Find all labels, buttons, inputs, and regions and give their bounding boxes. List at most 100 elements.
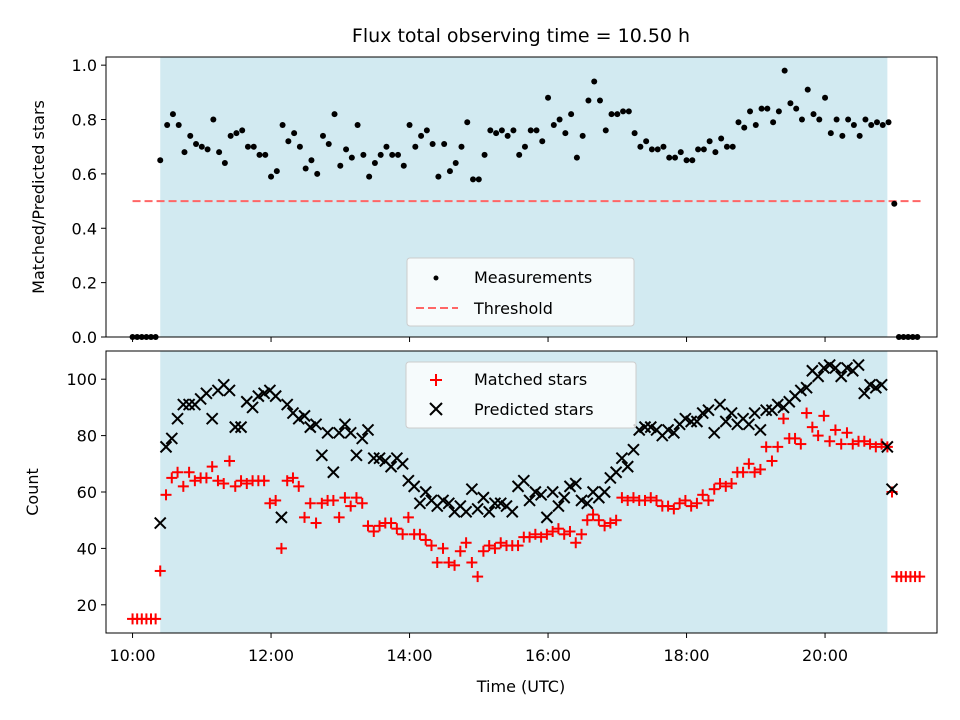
matched-star-point [801,407,813,419]
predicted-star-point [690,415,704,428]
predicted-star-point [834,370,848,383]
measurement-point [273,168,280,175]
matched-star-point [368,525,380,537]
matched-star-point [483,540,495,552]
predicted-star-point [384,460,398,473]
measurement-point [798,116,805,123]
matched-star-point [760,441,772,453]
measurement-point [810,111,817,118]
predicted-star-point [367,451,380,465]
predicted-star-point [361,423,375,437]
measurement-point [718,135,725,142]
predicted-stars-points [154,358,899,530]
measurement-point [545,94,552,101]
matched-star-point [535,531,547,543]
matched-star-point [218,478,230,490]
matched-star-point [737,466,749,478]
predicted-star-point [754,423,767,437]
measurement-point [723,143,730,150]
predicted-star-point [742,418,756,431]
matched-star-point [229,480,241,492]
measurement-point [360,151,367,158]
measurement-point [787,100,794,107]
matched-star-point [166,472,178,484]
matched-star-point [293,480,305,492]
matched-star-point [806,421,818,433]
measurement-point [204,146,211,153]
predicted-star-point [881,440,894,454]
measurement-point [193,140,200,147]
measurement-point [412,143,419,150]
matched-star-point [460,537,472,549]
matched-star-point [564,525,576,537]
predicted-star-point [540,511,554,524]
matched-star-point [350,492,362,504]
measurement-point [689,157,696,164]
matched-star-point [581,514,593,526]
measurement-point [533,127,540,134]
predicted-star-point [506,505,519,518]
matched-star-point [587,509,599,521]
measurement-point [383,143,390,150]
predicted-star-point [875,378,888,392]
predicted-star-point [442,497,455,510]
measurement-point [395,151,402,158]
matched-star-point [570,537,582,549]
chart-title: Flux total observing time = 10.50 h [352,25,690,47]
matched-star-point [627,492,639,504]
predicted-star-point [165,432,178,445]
measurement-point [354,121,361,128]
matched-star-point [431,557,443,568]
matched-star-point [639,494,651,506]
matched-star-point [668,503,680,515]
measurement-point [827,130,834,137]
matched-star-point [160,489,172,501]
predicted-star-point [356,432,369,445]
predicted-star-point [829,361,842,375]
predicted-star-point [413,497,427,510]
measurement-point [550,121,557,128]
matched-star-point [489,542,501,554]
measurement-point [516,151,523,158]
bottom-legend-box [405,361,637,429]
measurement-point [568,111,575,118]
matched-star-point [702,494,714,506]
measurement-point [452,160,459,167]
matched-star-point [541,528,553,540]
measurement-point [643,138,650,145]
matched-star-point [477,545,489,557]
matched-star-point [610,514,622,526]
matched-star-point [512,540,524,552]
predicted-star-point [858,387,871,400]
measurement-point [337,162,344,169]
matched-star-point [454,545,466,557]
measurement-point [816,116,823,123]
matched-star-point [177,480,189,492]
legend-predicted-marker [429,402,443,416]
matched-star-point [552,523,564,535]
top-legend-box [406,257,635,327]
legend-predicted-label: Predicted stars [474,400,594,419]
matched-star-point [812,430,824,442]
measurement-point [775,108,782,115]
predicted-star-point [684,415,698,428]
predicted-star-point [315,449,329,462]
measurement-point [562,130,569,137]
matched-star-point [576,528,588,540]
matched-star-point [818,410,830,422]
predicted-star-point [667,426,681,439]
predicted-star-point [638,420,652,434]
predicted-star-point [246,401,259,414]
measurement-point [891,200,898,207]
matched-star-point [281,475,293,487]
matched-star-point [622,494,634,506]
measurement-point [735,119,742,126]
predicted-star-point [338,418,352,431]
matched-star-point [772,441,784,453]
predicted-star-point [546,485,559,499]
measurement-point [446,168,453,175]
matched-star-point [870,441,882,453]
matched-star-point [327,494,339,506]
measurement-point [302,165,309,172]
matched-star-point [425,540,437,552]
